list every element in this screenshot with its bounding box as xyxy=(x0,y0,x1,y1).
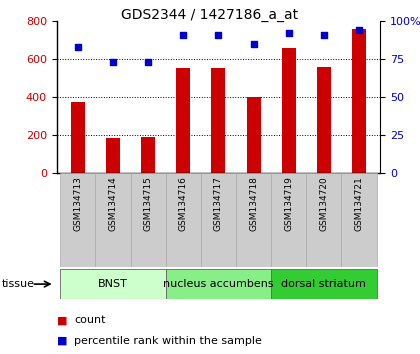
Text: tissue: tissue xyxy=(2,279,35,289)
Point xyxy=(145,59,152,65)
Text: ■: ■ xyxy=(57,336,67,346)
Bar xyxy=(341,173,377,267)
Text: nucleus accumbens: nucleus accumbens xyxy=(163,279,274,289)
Point xyxy=(215,32,222,38)
Bar xyxy=(306,173,341,267)
Bar xyxy=(352,29,366,173)
Bar xyxy=(236,173,271,267)
Text: GSM134714: GSM134714 xyxy=(108,176,118,231)
Bar xyxy=(165,173,201,267)
Bar xyxy=(60,269,165,299)
Bar xyxy=(141,137,155,173)
Text: BNST: BNST xyxy=(98,279,128,289)
Point xyxy=(356,28,362,33)
Text: GSM134720: GSM134720 xyxy=(319,176,328,231)
Bar xyxy=(106,138,120,173)
Bar xyxy=(271,173,306,267)
Bar xyxy=(165,269,271,299)
Point xyxy=(285,30,292,36)
Bar xyxy=(176,68,190,173)
Point xyxy=(74,44,81,50)
Text: GSM134713: GSM134713 xyxy=(74,176,82,231)
Text: count: count xyxy=(74,315,106,325)
Text: GSM134718: GSM134718 xyxy=(249,176,258,231)
Point xyxy=(110,59,116,65)
Bar xyxy=(211,68,226,173)
Text: GSM134719: GSM134719 xyxy=(284,176,293,231)
Bar xyxy=(71,102,85,173)
Text: GSM134715: GSM134715 xyxy=(144,176,152,231)
Bar xyxy=(131,173,165,267)
Bar xyxy=(282,48,296,173)
Bar xyxy=(201,173,236,267)
Bar xyxy=(60,173,95,267)
Text: GDS2344 / 1427186_a_at: GDS2344 / 1427186_a_at xyxy=(121,8,299,22)
Text: percentile rank within the sample: percentile rank within the sample xyxy=(74,336,262,346)
Text: dorsal striatum: dorsal striatum xyxy=(281,279,366,289)
Bar xyxy=(95,173,131,267)
Bar xyxy=(271,269,377,299)
Text: GSM134717: GSM134717 xyxy=(214,176,223,231)
Point xyxy=(180,32,186,38)
Text: ■: ■ xyxy=(57,315,67,325)
Bar xyxy=(317,67,331,173)
Point xyxy=(320,32,327,38)
Bar xyxy=(247,97,260,173)
Text: GSM134716: GSM134716 xyxy=(179,176,188,231)
Text: GSM134721: GSM134721 xyxy=(354,176,363,231)
Point xyxy=(250,41,257,47)
